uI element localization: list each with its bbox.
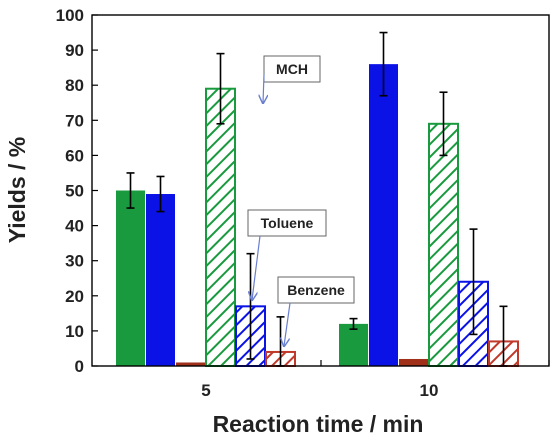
annotation-label-mch: MCH: [276, 61, 308, 77]
annotation-box-benzene: [277, 276, 355, 304]
axes-group: 0 10 20 30 40 50 60 70 80 90 100 5 10: [56, 6, 550, 400]
y-tick-label-50: 50: [65, 182, 84, 201]
y-tick-label-30: 30: [65, 252, 84, 271]
bar-mch-5: [205, 87, 236, 368]
annotation-arrow-mch: [263, 74, 264, 103]
y-tick-label-90: 90: [65, 41, 84, 60]
y-axis-title: Yields / %: [4, 137, 30, 244]
bar-s2-5: [146, 194, 175, 366]
y-tick-label-60: 60: [65, 146, 84, 165]
annotation-label-toluene: Toluene: [261, 215, 314, 231]
bar-s3-5: [176, 362, 205, 366]
annotation-label-benzene: Benzene: [287, 282, 345, 298]
bar-mch-10: [428, 122, 459, 367]
y-tick-label-0: 0: [75, 357, 84, 376]
annotation-box-mch: [263, 55, 321, 83]
y-tick-label-70: 70: [65, 111, 84, 130]
annotation-box-toluene: [247, 209, 327, 237]
annotations-group: MCH Toluene Benzene: [247, 55, 355, 346]
bar-s1-5: [116, 190, 145, 366]
y-tick-label-100: 100: [56, 6, 84, 25]
error-bars-group: [126, 31, 508, 367]
bar-s1-10: [339, 323, 368, 366]
x-axis-title: Reaction time / min: [213, 411, 424, 437]
y-tick-label-10: 10: [65, 322, 84, 341]
annotation-arrow-benzene: [284, 302, 291, 346]
bar-s2-10: [369, 64, 398, 366]
x-tick-label-10: 10: [420, 381, 439, 400]
y-tick-label-80: 80: [65, 76, 84, 95]
y-tick-label-20: 20: [65, 287, 84, 306]
annotation-arrow-toluene: [252, 235, 261, 300]
x-tick-label-5: 5: [201, 381, 210, 400]
bar-s3-10: [399, 358, 428, 366]
y-tick-label-40: 40: [65, 217, 84, 236]
